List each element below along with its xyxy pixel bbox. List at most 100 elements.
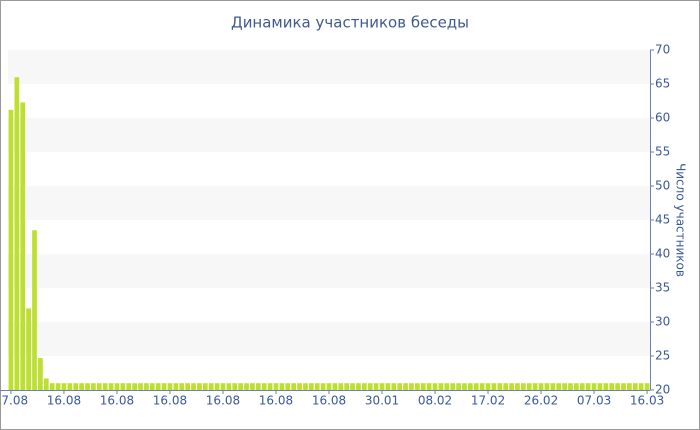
- bar: [138, 383, 143, 390]
- bar: [420, 383, 426, 390]
- bar: [208, 383, 214, 390]
- bar: [485, 383, 491, 390]
- bar: [356, 383, 361, 390]
- bar: [468, 383, 473, 390]
- bar: [473, 383, 479, 390]
- bar: [603, 383, 609, 390]
- x-tick-label: 16.08: [206, 394, 240, 408]
- bar: [73, 383, 79, 390]
- bar: [479, 383, 485, 390]
- bar: [397, 383, 403, 390]
- x-tick-label: 07.03: [577, 394, 611, 408]
- bar: [185, 383, 190, 390]
- bar: [609, 383, 615, 390]
- grid-band: [8, 50, 650, 84]
- grid-band: [8, 322, 650, 356]
- bar: [367, 383, 373, 390]
- plot-area: [8, 50, 650, 391]
- x-tick-label: 16.08: [100, 394, 134, 408]
- bar: [308, 383, 314, 390]
- y-tick-label: 35: [655, 281, 670, 295]
- bar: [632, 383, 638, 390]
- bar: [61, 383, 67, 390]
- x-tick-label: 17.08: [0, 394, 28, 408]
- bar: [574, 383, 579, 390]
- bar: [79, 383, 84, 390]
- bar: [409, 383, 414, 390]
- bar: [85, 383, 90, 390]
- x-tick-label: 16.08: [47, 394, 81, 408]
- y-tick-label: 40: [655, 247, 670, 261]
- bar: [526, 383, 532, 390]
- grid-band: [8, 254, 650, 288]
- bar: [373, 383, 379, 390]
- bar: [250, 383, 255, 390]
- y-tick-label: 70: [655, 43, 670, 57]
- bar: [173, 383, 179, 390]
- x-tick-label: 16.08: [153, 394, 187, 408]
- bar: [167, 383, 173, 390]
- bar: [426, 383, 432, 390]
- bar: [303, 383, 308, 390]
- bar: [108, 383, 114, 390]
- bar: [556, 383, 562, 390]
- bar: [562, 383, 567, 390]
- bar: [179, 383, 185, 390]
- bar: [314, 383, 320, 390]
- bar: [450, 383, 456, 390]
- bar: [550, 383, 556, 390]
- bar: [579, 383, 585, 390]
- bar: [49, 383, 55, 390]
- bar: [8, 109, 14, 390]
- bar: [644, 383, 650, 390]
- bar: [391, 383, 397, 390]
- bar: [132, 383, 137, 390]
- bar: [238, 383, 244, 390]
- bar: [191, 383, 196, 390]
- bar: [214, 383, 220, 390]
- y-tick-label: 30: [655, 315, 670, 329]
- bar: [144, 383, 149, 390]
- bar: [332, 383, 338, 390]
- bar: [226, 383, 232, 390]
- bar: [462, 383, 467, 390]
- bar: [338, 383, 344, 390]
- x-tick-label: 26.02: [524, 394, 558, 408]
- bar: [255, 383, 261, 390]
- bar: [320, 383, 326, 390]
- bar: [232, 383, 238, 390]
- bar: [403, 383, 408, 390]
- bar: [456, 383, 461, 390]
- bar: [126, 383, 132, 390]
- x-tick-label: 17.02: [471, 394, 505, 408]
- y-tick-label: 45: [655, 213, 670, 227]
- bar: [638, 383, 644, 390]
- bar: [197, 383, 202, 390]
- x-tick-label: 16.08: [312, 394, 346, 408]
- bar: [114, 383, 120, 390]
- y-tick-label: 60: [655, 111, 670, 125]
- x-tick-label: 30.01: [365, 394, 399, 408]
- bar: [615, 383, 620, 390]
- grid-band: [8, 118, 650, 152]
- bar: [568, 383, 573, 390]
- x-tick-label: 16.03: [630, 394, 664, 408]
- grid-band: [8, 186, 650, 220]
- bar: [120, 383, 126, 390]
- bar: [361, 383, 367, 390]
- y-tick-label: 50: [655, 179, 670, 193]
- bar: [326, 383, 332, 390]
- y-axis-label: Число участников: [674, 163, 688, 277]
- bar: [273, 383, 279, 390]
- bar: [279, 383, 285, 390]
- bar: [385, 383, 391, 390]
- bar: [497, 383, 503, 390]
- x-tick-label: 08.02: [418, 394, 452, 408]
- bar: [14, 77, 20, 390]
- bar: [285, 383, 291, 390]
- bar: [161, 383, 167, 390]
- bar: [32, 230, 37, 390]
- bar: [509, 383, 514, 390]
- bar: [538, 383, 544, 390]
